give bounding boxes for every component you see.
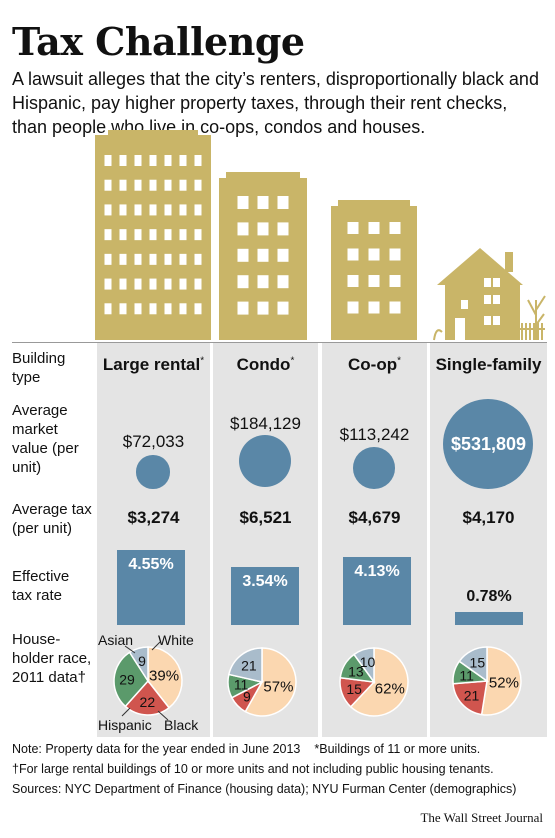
race-slice-asian	[458, 646, 488, 683]
note-line-1: Note: Property data for the year ended i…	[12, 742, 481, 756]
race-value-black: 9	[243, 689, 251, 705]
credit: The Wall Street Journal	[420, 810, 543, 825]
market-value-circle-single-family	[443, 399, 533, 489]
rate-bar-single-family	[455, 612, 523, 625]
avg-tax-single-family: $4,170	[462, 508, 515, 527]
race-value-asian: 10	[360, 654, 376, 670]
race-slice-white	[349, 647, 409, 717]
race-pie-1: 57% 911 21	[227, 647, 297, 717]
race-value-hispanic: 29	[119, 671, 135, 687]
race-slice-white	[480, 646, 522, 716]
race-slice-white	[147, 646, 183, 709]
avg-tax-condo: $6,521	[239, 508, 292, 527]
market-value-circle-coop	[353, 447, 395, 489]
note-line-2: †For large rental buildings of 10 or mor…	[12, 762, 494, 776]
label-effective-rate: Effective tax rate	[12, 568, 70, 604]
avg-tax-large-rental: $3,274	[127, 508, 180, 527]
column-header-condo: Condo*	[236, 355, 295, 374]
large-rental-building-icon	[95, 130, 211, 340]
race-value-hispanic: 13	[348, 663, 364, 679]
race-slice-black	[452, 680, 488, 716]
race-value-asian: 15	[470, 654, 486, 670]
label-average-tax: Average tax (per unit)	[12, 501, 92, 537]
race-slice-black	[124, 679, 171, 716]
rate-bar-large-rental	[117, 549, 185, 625]
column-header-large-rental: Large rental*	[102, 355, 205, 374]
race-slice-hispanic	[113, 651, 149, 708]
market-value-circle-condo	[238, 434, 292, 488]
coop-building-icon	[331, 200, 417, 340]
page-title: Tax Challenge	[12, 19, 305, 64]
race-value-white: 57%	[263, 678, 293, 695]
pie-legend-asian: Asian	[98, 632, 134, 648]
race-value-hispanic: 11	[459, 667, 474, 683]
column-header-coop: Co-op*	[348, 355, 401, 374]
label-building-type: Building type	[12, 350, 66, 386]
race-value-black: 15	[346, 681, 362, 697]
race-value-white: 39%	[149, 667, 179, 684]
race-value-hispanic: 11	[234, 677, 249, 693]
avg-tax-coop: $4,679	[348, 508, 401, 527]
race-value-white: 52%	[489, 674, 519, 691]
race-slice-white	[244, 647, 297, 717]
race-slice-asian	[352, 647, 375, 685]
pie-legend-white: White	[158, 632, 194, 648]
market-value-condo: $184,129	[230, 414, 301, 433]
rate-label-single-family: 0.78%	[466, 588, 512, 606]
market-value-large-rental: $72,033	[122, 432, 185, 451]
race-value-white: 62%	[375, 680, 405, 697]
single-family-house-icon	[433, 248, 546, 341]
condo-building-icon	[219, 172, 307, 340]
race-value-black: 22	[140, 694, 156, 710]
header-divider	[12, 342, 547, 343]
race-slice-asian	[128, 646, 149, 684]
race-pie-0: 39% 22 299	[113, 646, 183, 716]
rate-label-condo: 3.54%	[242, 572, 288, 590]
label-market-value: Average market value (per unit)	[12, 402, 79, 476]
rate-bar-coop	[343, 556, 411, 625]
market-value-circle-large-rental	[136, 455, 170, 489]
race-value-asian: 21	[241, 658, 257, 674]
column-header-single-family: Single-family	[435, 355, 542, 374]
rate-label-coop: 4.13%	[354, 562, 400, 580]
note-line-3: Sources: NYC Department of Finance (hous…	[12, 782, 517, 796]
market-value-single-family: $531,809	[450, 434, 527, 454]
building-illustrations	[95, 130, 546, 341]
market-value-coop: $113,242	[339, 425, 410, 444]
race-slice-asian	[227, 647, 263, 683]
rate-bar-condo	[231, 566, 299, 625]
pie-legend-hispanic: Hispanic	[98, 717, 152, 733]
pie-legend-black: Black	[164, 717, 199, 733]
rate-label-large-rental: 4.55%	[128, 555, 174, 573]
label-race: House-holder race, 2011 data†	[12, 631, 92, 686]
race-value-asian: 9	[138, 653, 146, 669]
race-value-black: 21	[464, 687, 480, 703]
subtitle: A lawsuit alleges that the city’s renter…	[12, 69, 539, 137]
